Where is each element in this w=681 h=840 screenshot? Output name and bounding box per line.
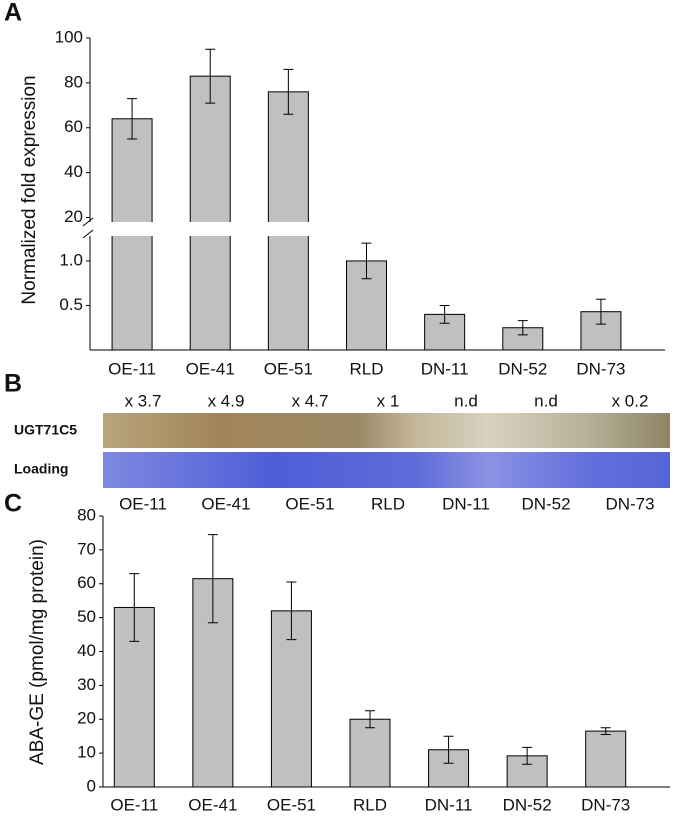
blot-band [103,413,670,448]
x-tick-label: OE-41 [186,359,235,378]
lane-label: OE-11 [119,494,167,513]
y-tick-label: 40 [64,162,83,181]
lane-label: OE-51 [285,494,334,513]
x-tick-label: OE-41 [188,795,237,814]
error-bar [205,48,216,104]
error-bar [439,304,450,324]
error-bar [600,727,611,735]
lane-label: DN-11 [442,494,490,513]
x-tick-label: OE-11 [110,795,158,814]
x-tick-label: OE-51 [264,359,313,378]
error-bar [365,710,375,729]
bar [585,730,627,788]
y-tick-label: 60 [64,117,83,136]
axis-break [82,217,94,239]
panel-label: A [4,0,22,27]
bar [506,755,548,788]
axis-break-gap [110,222,155,236]
x-tick-label: OE-11 [108,359,156,378]
y-tick-label: 1.0 [59,250,83,269]
expression-label: n.d [454,391,478,410]
bar [270,610,312,788]
error-bar [207,534,218,624]
error-bar [517,320,528,336]
error-bar [286,581,297,641]
error-bar [127,98,138,140]
y-tick-label: 80 [77,505,96,524]
y-axis-title: ABA-GE (pmol/mg protein) [27,539,48,765]
y-tick-label: 50 [77,607,96,626]
blot-band [103,452,670,488]
expression-label: x 4.7 [292,391,329,410]
y-tick-label: 10 [77,743,96,762]
expression-label: x 0.2 [612,391,649,410]
x-tick-label: DN-73 [576,359,625,378]
y-tick-label: 80 [64,72,83,91]
bar [267,91,309,351]
lane-label: DN-73 [605,494,654,513]
panel-label: B [4,370,22,398]
x-tick-label: DN-11 [421,359,469,378]
y-tick-label: 20 [77,709,96,728]
panel-label: C [4,490,22,518]
x-tick-label: RLD [353,795,387,814]
error-bar [283,68,294,115]
expression-label: n.d [534,391,558,410]
y-tick-label: 60 [77,573,96,592]
y-tick-label: 100 [55,27,83,46]
error-bar [595,298,606,325]
y-tick-label: 30 [77,675,96,694]
y-tick-label: 0.5 [59,295,83,314]
x-tick-label: DN-52 [503,795,552,814]
x-tick-label: OE-51 [267,795,316,814]
x-tick-label: DN-11 [425,795,473,814]
expression-label: x 3.7 [125,391,162,410]
bar [349,718,391,788]
y-axis-title: Normalized fold expression [19,75,40,304]
axis-break-gap [188,222,233,236]
x-tick-label: RLD [349,359,383,378]
axis-break-gap [266,222,311,236]
error-bar [361,242,372,280]
error-bar [522,746,533,765]
x-tick-label: DN-73 [581,795,630,814]
error-bar [443,735,454,764]
expression-label: x 4.9 [208,391,245,410]
lane-label: OE-41 [201,494,250,513]
blot-row-label: Loading [14,461,68,477]
y-tick-label: 40 [77,641,96,660]
y-tick-label: 70 [77,539,96,558]
y-tick-label: 20 [64,207,83,226]
lane-label: DN-52 [521,494,570,513]
lane-label: RLD [371,494,405,513]
expression-label: x 1 [377,391,400,410]
bar [189,75,231,351]
y-tick-label: 0 [87,776,96,795]
error-bar [129,573,140,642]
blot-row-label: UGT71C5 [14,422,77,438]
x-tick-label: DN-52 [498,359,547,378]
